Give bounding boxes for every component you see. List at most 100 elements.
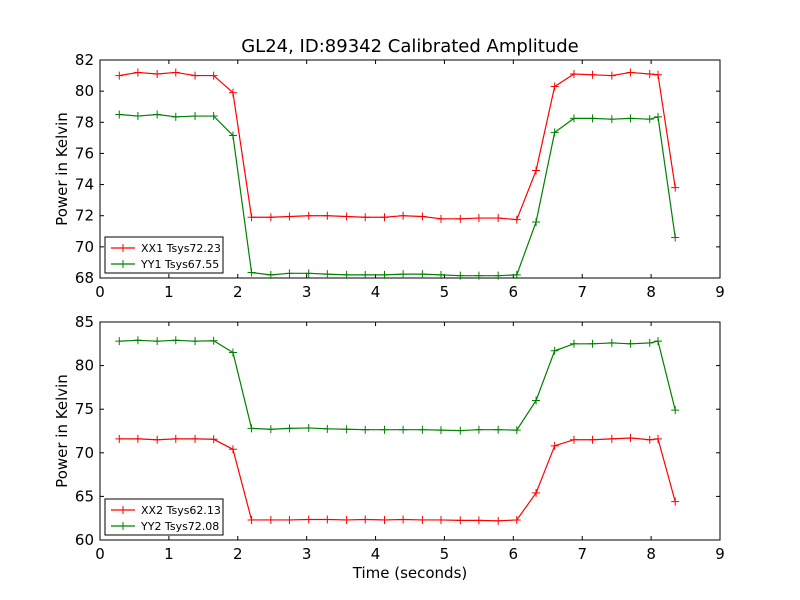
data-point	[512, 270, 521, 279]
data-point	[399, 425, 408, 434]
x-tick-label: 4	[371, 545, 381, 563]
data-point	[266, 270, 275, 279]
data-point	[153, 337, 162, 346]
data-point	[512, 426, 521, 435]
data-point	[153, 110, 162, 119]
data-point	[588, 435, 597, 444]
data-point	[115, 71, 124, 80]
data-point	[228, 131, 237, 140]
data-point	[512, 515, 521, 524]
data-point	[171, 112, 180, 121]
plot-frame	[99, 59, 721, 279]
data-point	[228, 348, 237, 357]
data-point	[494, 214, 503, 223]
data-point	[304, 423, 313, 432]
x-tick-label: 8	[646, 283, 656, 301]
data-point	[133, 112, 142, 121]
data-point	[645, 70, 654, 79]
data-point	[323, 270, 332, 279]
data-point	[380, 515, 389, 524]
data-point	[607, 338, 616, 347]
data-point	[532, 488, 541, 497]
data-point	[304, 515, 313, 524]
legend-box	[104, 236, 224, 274]
legend-label: XX1 Tsys72.23	[141, 242, 221, 255]
data-point	[494, 516, 503, 525]
data-point	[171, 434, 180, 443]
data-point	[285, 212, 294, 221]
data-point	[361, 270, 370, 279]
plot-frame	[99, 321, 721, 541]
data-point	[304, 269, 313, 278]
data-point	[607, 115, 616, 124]
x-tick-label: 2	[233, 545, 243, 563]
data-point	[133, 68, 142, 77]
data-point	[247, 424, 256, 433]
y-axis-label: Power in Kelvin	[53, 374, 71, 488]
data-point	[380, 213, 389, 222]
x-tick-label: 3	[302, 545, 312, 563]
x-tick-label: 1	[164, 283, 174, 301]
data-point	[569, 70, 578, 79]
data-point	[626, 339, 635, 348]
data-point	[153, 70, 162, 79]
data-point	[437, 426, 445, 435]
data-point	[191, 71, 200, 80]
x-tick-label: 7	[577, 545, 587, 563]
data-point	[247, 268, 256, 277]
data-point	[228, 445, 237, 454]
x-tick-label: 9	[715, 283, 725, 301]
legend-marker	[119, 506, 127, 514]
y-tick-label: 85	[75, 313, 94, 331]
y-tick-label: 80	[75, 357, 94, 375]
data-point	[437, 270, 445, 279]
y-tick-label: 70	[75, 238, 94, 256]
data-point	[418, 425, 427, 434]
y-tick-label: 82	[75, 51, 94, 69]
legend-marker	[119, 522, 127, 530]
data-point	[209, 435, 218, 444]
data-point	[654, 112, 662, 121]
series-1	[115, 433, 680, 525]
data-point	[494, 271, 503, 280]
data-point	[191, 434, 200, 443]
x-tick-label: 1	[164, 545, 174, 563]
data-point	[645, 115, 654, 124]
data-point	[171, 336, 180, 345]
data-point	[399, 211, 408, 220]
data-point	[342, 212, 351, 221]
data-point	[512, 215, 521, 224]
data-point	[626, 114, 635, 123]
data-point	[171, 68, 180, 77]
data-point	[588, 339, 597, 348]
data-point	[654, 337, 662, 346]
legend: XX2 Tsys62.13 YY2 Tsys72.08	[104, 498, 224, 536]
x-axis-label: Time (seconds)	[352, 564, 468, 582]
x-tick-label: 9	[715, 545, 725, 563]
data-point	[418, 515, 427, 524]
data-point	[209, 336, 218, 345]
data-point	[304, 211, 313, 220]
series-2	[115, 110, 680, 280]
figure-title: GL24, ID:89342 Calibrated Amplitude	[241, 36, 579, 57]
data-point	[266, 425, 275, 434]
legend-marker	[119, 244, 127, 252]
y-tick-label: 72	[75, 207, 94, 225]
data-point	[115, 110, 124, 119]
x-tick-label: 8	[646, 545, 656, 563]
x-tick-label: 7	[577, 283, 587, 301]
data-point	[361, 425, 370, 434]
legend-box	[104, 498, 224, 536]
y-tick-label: 76	[75, 144, 94, 162]
legend-marker	[119, 260, 127, 268]
data-point	[588, 70, 597, 79]
x-tick-label: 3	[302, 283, 312, 301]
data-point	[532, 396, 541, 405]
data-point	[380, 425, 389, 434]
data-point	[209, 71, 218, 80]
x-tick-label: 5	[440, 545, 450, 563]
y-axis-label: Power in Kelvin	[53, 112, 71, 226]
data-point	[569, 339, 578, 348]
series-2	[115, 336, 680, 435]
x-tick-label: 4	[371, 283, 381, 301]
